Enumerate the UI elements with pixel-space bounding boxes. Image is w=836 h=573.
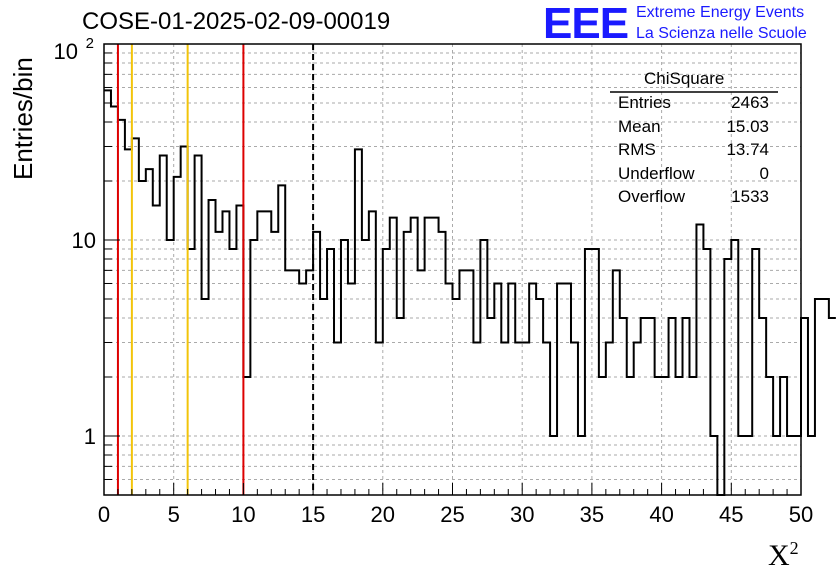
stats-row-value: 1533	[731, 187, 769, 206]
stats-row-value: 0	[759, 163, 769, 183]
stats-row-label: RMS	[618, 140, 656, 159]
logo-line2: La Scienza nelle Scuole	[636, 25, 807, 42]
stats-row-label: Entries	[618, 93, 671, 112]
y-tick-label: 10	[54, 39, 78, 64]
x-axis-label-superscript: 2	[789, 538, 799, 558]
x-tick-label: 45	[719, 502, 743, 527]
x-tick-label: 0	[98, 502, 110, 527]
x-tick-label: 30	[510, 502, 534, 527]
chart-title: COSE-01-2025-02-09-00019	[82, 8, 391, 35]
stats-row-value: 15.03	[726, 116, 769, 136]
stats-row-label: Mean	[618, 116, 661, 136]
y-tick-label: 10	[72, 228, 96, 253]
y-tick-label-exponent: 2	[86, 35, 94, 52]
stats-row-label: Overflow	[618, 187, 686, 206]
stats-box-title: ChiSquare	[644, 69, 725, 88]
stats-row-value: 2463	[731, 93, 769, 112]
x-tick-label: 25	[440, 502, 464, 527]
x-tick-label: 40	[649, 502, 673, 527]
logo-line1: Extreme Energy Events	[636, 4, 805, 21]
y-tick-label: 1	[84, 424, 96, 449]
stats-row-value: 13.74	[726, 140, 769, 159]
stats-row-label: Underflow	[618, 163, 695, 183]
x-tick-label: 35	[580, 502, 604, 527]
x-tick-label: 5	[168, 502, 180, 527]
x-axis-label: X2	[768, 538, 799, 573]
x-tick-label: 20	[371, 502, 395, 527]
x-tick-label: 15	[301, 502, 325, 527]
histogram-line	[104, 89, 836, 496]
x-tick-label: 10	[231, 502, 255, 527]
x-tick-label: 50	[789, 502, 813, 527]
x-axis-label-main: X	[768, 539, 790, 572]
eee-logo: EEE	[543, 0, 629, 48]
